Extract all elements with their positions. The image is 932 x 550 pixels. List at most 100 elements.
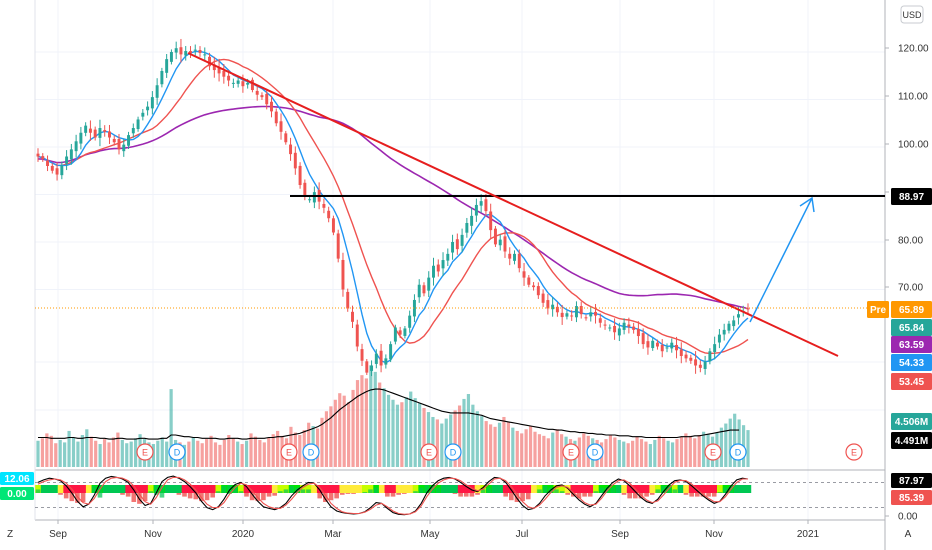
badge-volume-label: 4.506M [895,417,928,428]
candle-body [331,218,335,233]
volume-bar [657,435,661,467]
oscillator-band-cell [514,485,521,493]
osc-right-badge-1-label: 87.97 [899,476,924,487]
oscillator-band-cell [643,485,650,493]
oscillator-band-cell [626,485,633,493]
candle-body [374,353,378,364]
oscillator-band-cell [136,485,143,493]
oscillator-band-cell [350,485,357,493]
osc-left-badge-2-bg [0,487,34,500]
currency-label[interactable]: USD [900,5,924,24]
volume-bar [36,440,40,467]
oscillator-band-cell [384,485,391,493]
candle-body [489,211,493,231]
candle-body [93,129,97,138]
oscillator-histogram-bar [176,493,182,495]
volume-bar [342,395,346,467]
volume-bar [462,398,466,467]
candle-body [217,66,221,74]
volume-bar [440,423,444,467]
candle-body [493,228,497,245]
oscillator-band-cell [446,485,453,493]
volume-bar [240,444,244,467]
candle-body [717,334,721,343]
candle-body [465,223,469,233]
oscillator-histogram-bar [148,491,154,493]
oscillator-band-cell [677,485,684,493]
badge-volume-ma-label: 4.491M [895,436,928,447]
oscillator-histogram-bar [463,493,469,497]
candle-body [689,357,693,361]
candle-body [103,130,107,132]
oscillator-histogram-bar [261,493,266,501]
oscillator-band-cell [412,485,419,493]
candle-body [708,351,712,362]
volume-bar [728,418,732,467]
candle-body [722,329,726,335]
volume-bar [662,438,666,467]
candle-body [155,85,159,98]
oscillator-band-cell [215,485,222,493]
oscillator-histogram-bar [627,493,632,499]
badge-ma-200-bg [891,336,932,353]
candle-body [732,320,736,327]
volume-bar [382,388,386,467]
oscillator-histogram-bar [644,493,649,497]
badge-ma-20-label: 54.33 [899,358,924,369]
oscillator-histogram-bar [204,493,210,501]
candle-body [351,311,354,322]
oscillator-band-cell [745,485,752,493]
candle-body [79,132,83,144]
volume-bar [333,399,337,467]
volume-bar [395,404,400,467]
oscillator-band-cell [198,485,205,493]
oscillator-histogram-bar [187,493,193,499]
oscillator-histogram-bar [711,493,717,497]
oscillator-histogram-bar [509,493,514,501]
badge-volume-bg [891,413,932,430]
oscillator-band-cell [142,485,149,493]
volume-bar [466,394,471,467]
oscillator-histogram-bar [672,489,678,493]
oscillator-band-cell [553,485,560,493]
auto-scale-control[interactable]: A [905,529,912,540]
volume-bar [347,402,351,467]
candle-body [622,322,626,330]
candle-body [527,277,531,285]
oscillator-histogram-bar [452,493,458,494]
oscillator-histogram-bar [599,487,604,493]
time-tick-label: Nov [144,529,162,540]
candle-body [422,285,426,294]
oscillator-histogram-bar [46,489,52,493]
volume-bar [693,438,697,467]
earnings-icon [136,443,154,461]
candle-body [541,293,545,303]
candle-body [55,168,59,175]
oscillator-band-cell [74,485,81,493]
volume-bar [546,438,550,467]
downtrend-line[interactable] [187,52,839,357]
candle-body [522,271,526,278]
volume-bar [746,430,750,467]
volume-bar [506,421,510,467]
oscillator-band-cell [125,485,132,493]
badge-resistance-label: 88.97 [899,192,924,203]
volume-bar [67,430,71,467]
volume-bar [435,419,439,467]
oscillator-histogram-bar [35,489,41,493]
candle-body [60,165,64,176]
timezone-control[interactable]: Z [7,529,13,540]
candle-body [284,133,288,143]
volume-bar [191,437,195,467]
volume-bar [253,436,258,467]
volume-bar [89,436,93,467]
volume-bar [404,397,408,467]
volume-bar [418,403,422,467]
price-tick-label: 120.00 [898,44,929,55]
oscillator-band-cell [587,485,594,493]
oscillator-band-cell [491,485,498,493]
volume-bar [169,389,173,467]
oscillator-histogram-bar [75,493,80,503]
time-tick-label: Nov [705,529,723,540]
projection-arrow[interactable] [749,196,815,323]
